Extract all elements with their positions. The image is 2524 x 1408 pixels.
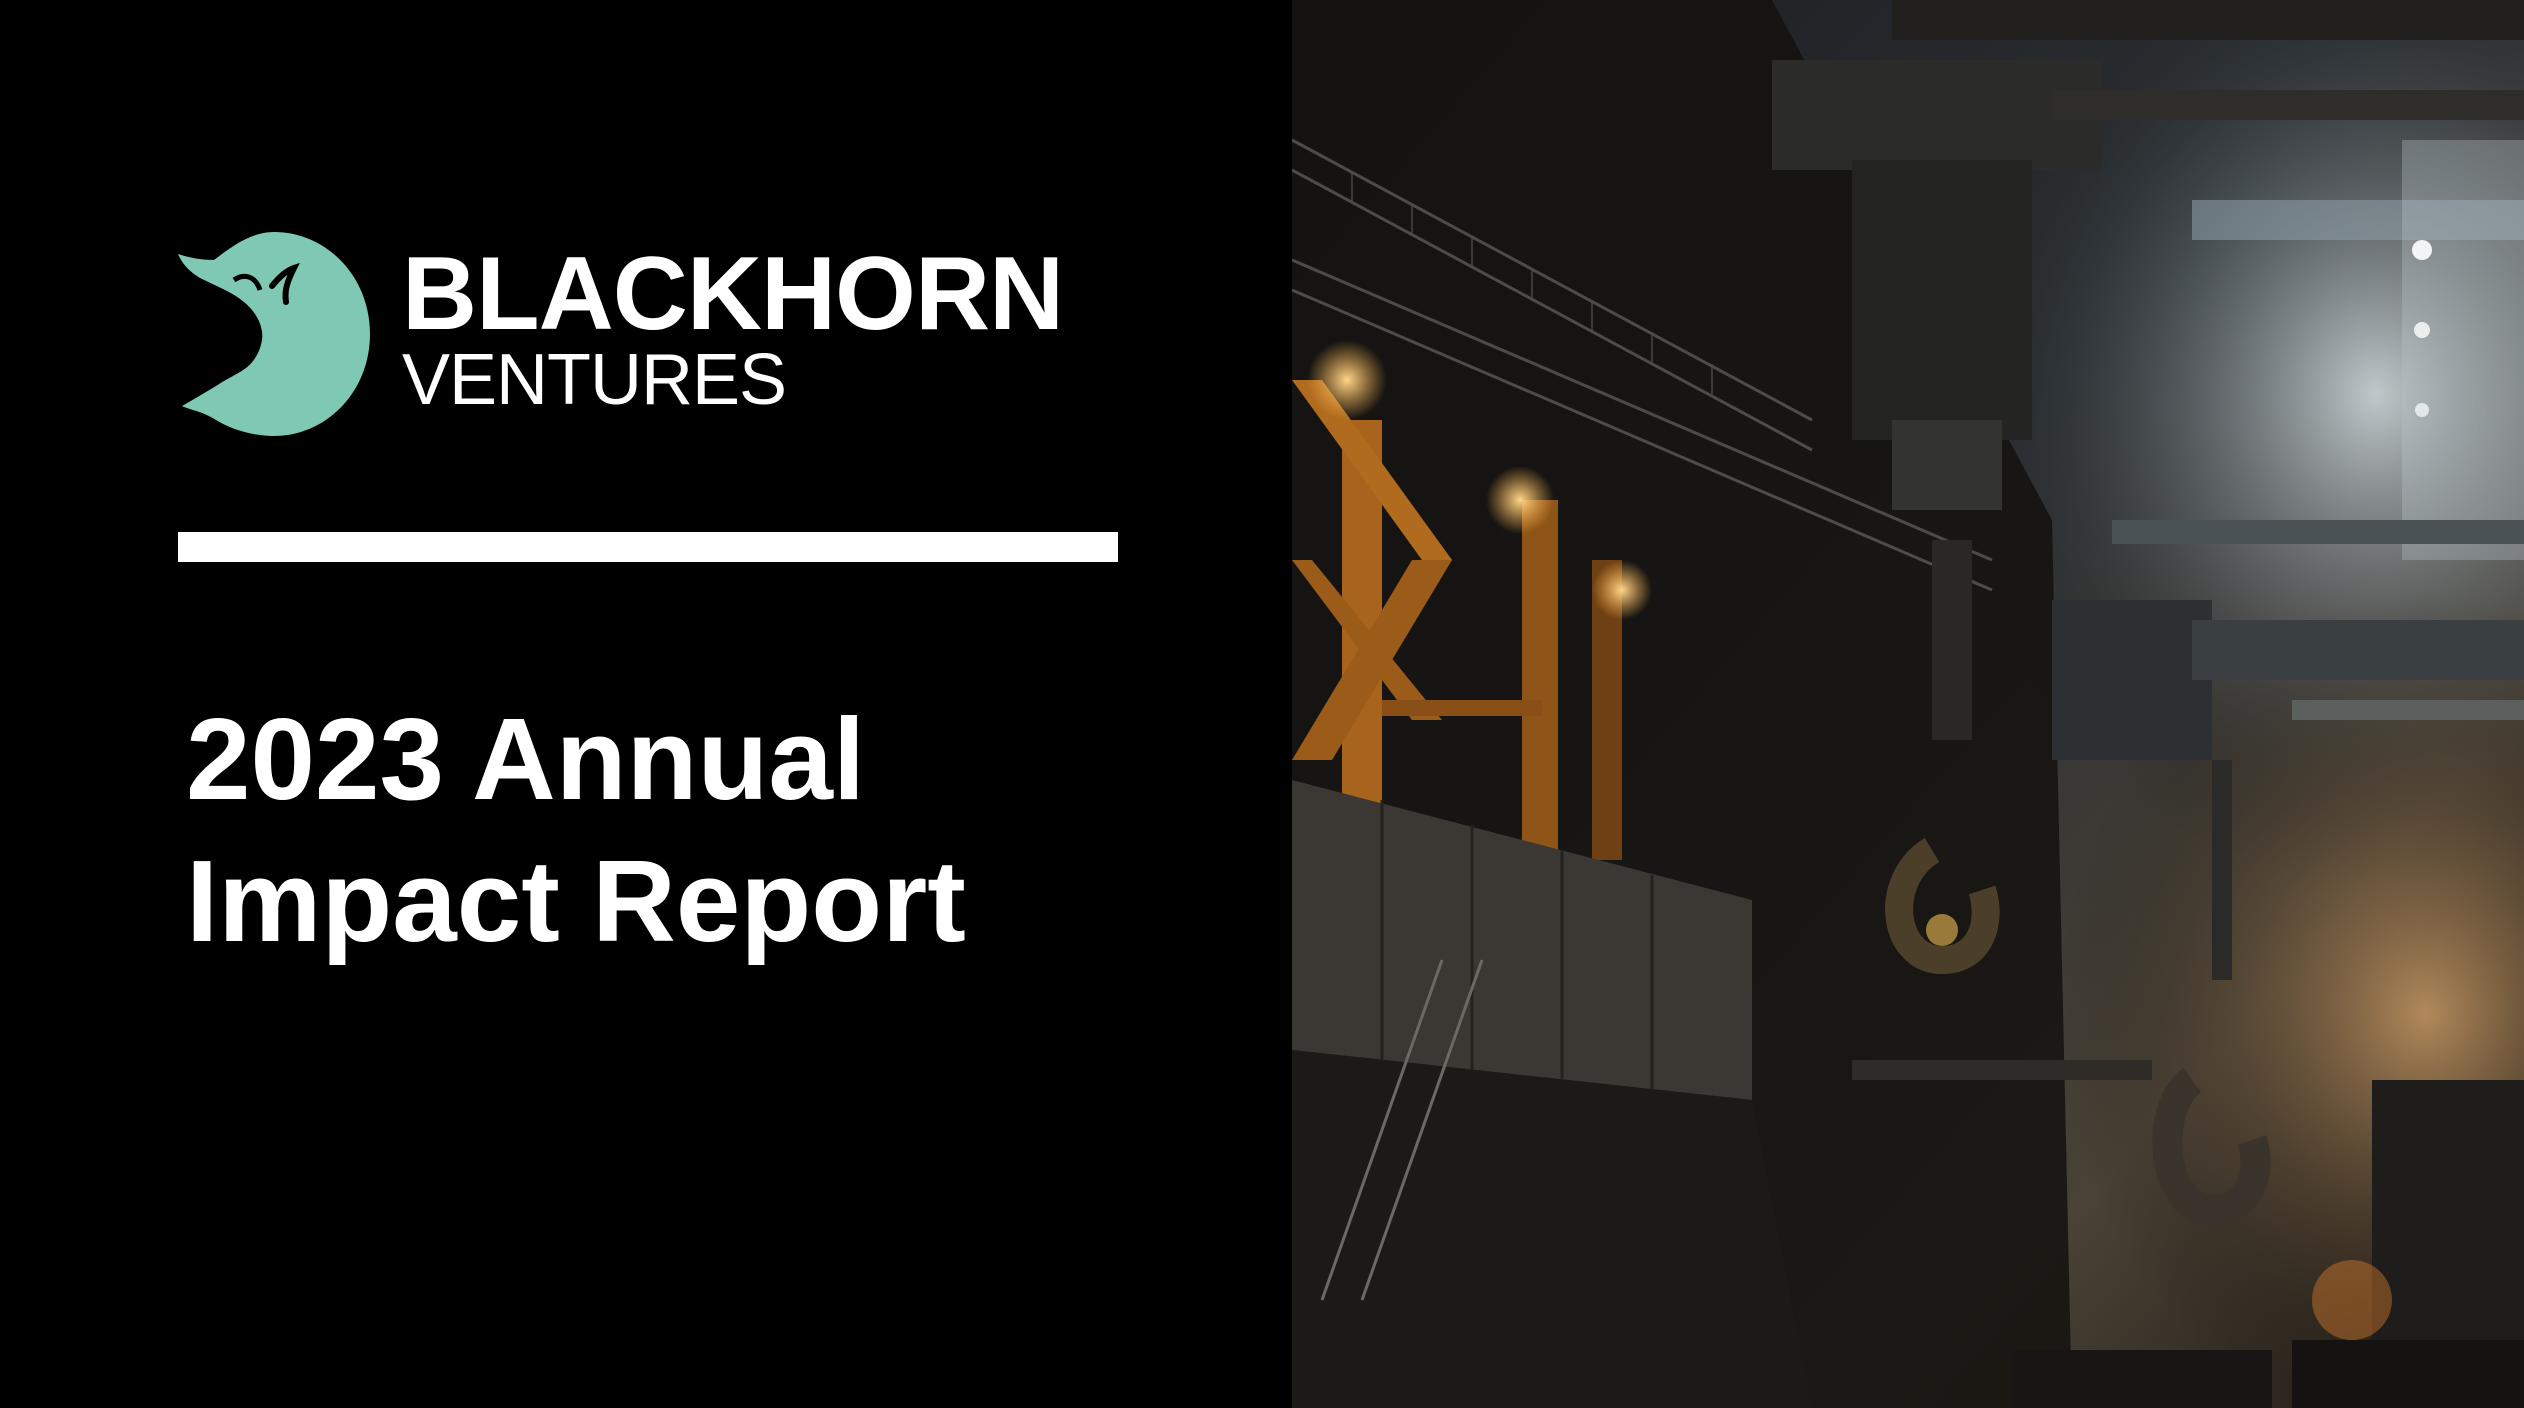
bull-head-logo-icon xyxy=(178,232,370,436)
factory-interior-image xyxy=(1292,0,2524,1408)
brand-name: BLACKHORN xyxy=(402,236,1064,352)
industrial-factory-photo xyxy=(1292,0,2524,1408)
report-title: 2023 Annual Impact Report xyxy=(186,688,966,972)
blackhorn-ventures-logo: BLACKHORN VENTURES xyxy=(176,228,1076,448)
report-title-line1: 2023 Annual xyxy=(186,694,866,824)
title-panel: BLACKHORN VENTURES 2023 Annual Impact Re… xyxy=(176,228,1118,972)
report-title-line2: Impact Report xyxy=(186,836,966,966)
brand-subname: VENTURES xyxy=(402,340,787,420)
divider-rule xyxy=(178,532,1118,562)
